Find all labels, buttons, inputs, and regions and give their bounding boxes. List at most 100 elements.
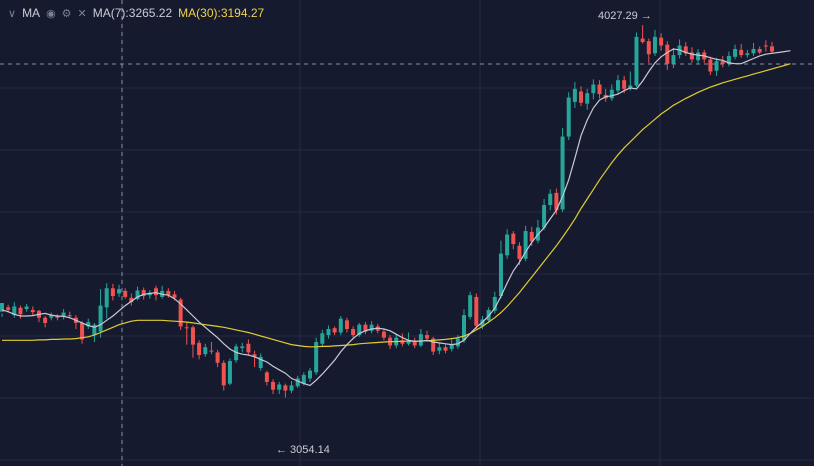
- candle-body: [659, 37, 664, 46]
- candle-body: [172, 294, 177, 298]
- candle-body: [12, 306, 17, 316]
- candle-body: [400, 340, 405, 344]
- candle-body: [462, 315, 466, 341]
- candle-body: [751, 48, 756, 54]
- candle-body: [542, 205, 547, 228]
- candle-body: [166, 290, 171, 296]
- candle-body: [295, 378, 300, 387]
- candle-body: [61, 312, 66, 317]
- candle-body: [326, 329, 331, 336]
- candle-body: [449, 344, 454, 349]
- candle-body: [406, 340, 411, 344]
- candle-body: [301, 374, 306, 384]
- candle-body: [308, 370, 312, 379]
- candle-body: [696, 52, 701, 61]
- candle-body: [252, 354, 257, 357]
- candle-body: [123, 290, 128, 297]
- candle-body: [197, 342, 202, 356]
- candle-body: [6, 307, 11, 310]
- candle-body: [572, 88, 577, 102]
- candle-body: [178, 299, 183, 327]
- candle-body: [492, 296, 497, 311]
- candle-body: [511, 233, 516, 245]
- candle-body: [234, 346, 239, 361]
- settings-icon[interactable]: ⚙: [61, 7, 72, 20]
- candle-body: [203, 347, 208, 355]
- candle-body: [129, 297, 134, 303]
- candle-body: [566, 97, 571, 137]
- candle-body: [548, 193, 553, 206]
- candle-body: [517, 245, 522, 259]
- ma30-value: MA(30):3194.27: [178, 6, 265, 20]
- candle-body: [24, 306, 29, 310]
- candle-body: [332, 328, 337, 333]
- candle-body: [714, 61, 719, 71]
- collapse-chevron-icon[interactable]: ∨: [8, 7, 17, 20]
- candle-body: [455, 338, 460, 347]
- candle-body: [246, 343, 251, 353]
- candle-body: [363, 324, 368, 332]
- candle-body: [258, 356, 263, 369]
- candle-body: [92, 324, 97, 336]
- candle-body: [671, 55, 676, 64]
- candle-body: [357, 324, 362, 336]
- candle-body: [55, 316, 60, 318]
- candle-body: [289, 385, 294, 391]
- candle-body: [616, 80, 620, 91]
- candle-body: [739, 49, 744, 56]
- candle-body: [314, 342, 319, 373]
- candle-body: [622, 80, 627, 89]
- candle-body: [67, 315, 72, 317]
- candle-body: [277, 384, 282, 390]
- candle-body: [665, 44, 670, 64]
- candle-body: [110, 288, 115, 297]
- candle-body: [135, 290, 140, 300]
- candle-body: [628, 85, 633, 88]
- candle-body: [585, 93, 590, 104]
- candle-body: [240, 346, 245, 349]
- candle-body: [30, 309, 35, 313]
- candle-body: [117, 289, 122, 294]
- candle-body: [283, 385, 288, 391]
- candle-body: [646, 41, 651, 55]
- candle-body: [412, 341, 417, 346]
- candle-body: [689, 52, 694, 60]
- indicator-name: MA: [22, 6, 41, 20]
- candle-body: [609, 89, 614, 99]
- candle-body: [381, 331, 386, 338]
- candle-body: [560, 136, 565, 210]
- ma7-line: [1, 48, 791, 387]
- candle-body: [523, 231, 528, 259]
- candle-body: [726, 55, 731, 64]
- close-icon[interactable]: ✕: [77, 7, 87, 20]
- candle-body: [271, 381, 276, 390]
- candle-body: [757, 48, 762, 53]
- candle-body: [338, 318, 343, 333]
- candle-body: [529, 231, 534, 242]
- candle-body: [184, 327, 189, 329]
- candle-body: [0, 303, 4, 312]
- candle-body: [190, 327, 195, 345]
- candle-body: [480, 319, 485, 327]
- candle-body: [443, 347, 448, 351]
- candle-body: [86, 322, 91, 327]
- candle-body: [770, 46, 774, 52]
- candle-body: [763, 45, 768, 47]
- candle-body: [18, 307, 23, 315]
- candle-body: [720, 61, 725, 64]
- high-price-label: 4027.29 →: [598, 10, 652, 22]
- candle-body: [683, 46, 688, 54]
- candle-body: [591, 84, 596, 94]
- candle-body: [369, 324, 374, 331]
- eye-icon[interactable]: ◉: [46, 7, 56, 20]
- candle-body: [49, 315, 54, 318]
- candle-body: [579, 91, 584, 103]
- candle-body: [104, 288, 109, 308]
- candle-body: [320, 333, 325, 344]
- candle-body: [264, 372, 269, 382]
- candle-body: [733, 48, 738, 57]
- candle-body: [43, 317, 48, 323]
- candle-body: [708, 59, 713, 72]
